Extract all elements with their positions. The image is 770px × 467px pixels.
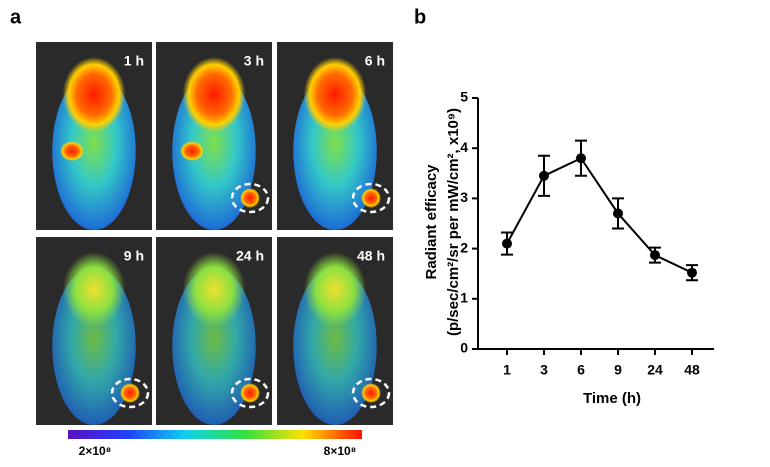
- x-tick-label: 1: [503, 362, 511, 378]
- mouse-image: 1 h: [36, 42, 152, 231]
- hot-spot: [60, 141, 84, 162]
- y-tick-label: 2: [460, 239, 468, 255]
- tumor-signal: [361, 188, 381, 208]
- tumor-outline: [230, 182, 270, 214]
- x-tick-label: 6: [577, 362, 585, 378]
- mouse-head: [62, 57, 126, 133]
- y-tick-label: 1: [460, 290, 468, 306]
- colorbar-label: 8×10⁸: [324, 444, 357, 458]
- tumor-outline: [230, 377, 270, 409]
- mouse-image: 24 h: [156, 237, 272, 425]
- marker: [687, 267, 697, 278]
- panel-label: a: [10, 6, 22, 28]
- y-tick-label: 3: [460, 189, 468, 205]
- x-axis-label: Time (h): [583, 390, 641, 407]
- mouse-head: [303, 252, 367, 328]
- time-label: 6 h: [365, 53, 385, 69]
- y-tick-label: 5: [460, 89, 468, 105]
- line: [506, 156, 693, 274]
- marker: [539, 170, 549, 181]
- tumor-signal: [120, 383, 140, 403]
- panel-label: b: [414, 6, 426, 28]
- y-tick-label: 4: [460, 139, 468, 155]
- colorbar-label: 2×10⁸: [79, 444, 112, 458]
- mouse-head: [303, 57, 367, 133]
- tumor-outline: [110, 377, 150, 409]
- tumor-signal: [240, 188, 260, 208]
- marker: [613, 208, 623, 219]
- tumor-outline: [351, 182, 391, 214]
- mouse-image: 48 h: [277, 237, 393, 425]
- marker: [576, 153, 586, 164]
- mouse-head: [182, 252, 246, 328]
- time-label: 1 h: [124, 53, 144, 69]
- marker: [502, 238, 512, 249]
- x-tick-label: 24: [647, 362, 663, 378]
- tumor-outline: [351, 377, 391, 409]
- hot-spot: [180, 141, 204, 162]
- time-label: 3 h: [244, 53, 264, 69]
- tumor-signal: [361, 383, 381, 403]
- x-tick-label: 9: [614, 362, 622, 378]
- tumor-signal: [240, 383, 260, 403]
- mouse-head: [182, 57, 246, 133]
- mouse-head: [62, 252, 126, 328]
- y-axis-label: Radiant efficacy: [423, 164, 440, 280]
- marker: [650, 250, 660, 261]
- mouse-image: 9 h: [36, 237, 152, 425]
- mouse-image: 3 h: [156, 42, 272, 231]
- colorbar: [68, 430, 362, 439]
- x-tick-label: 48: [684, 362, 700, 378]
- mouse-image: 6 h: [277, 42, 393, 231]
- time-label: 24 h: [236, 248, 264, 264]
- time-label: 48 h: [357, 248, 385, 264]
- y-tick-label: 0: [460, 340, 468, 356]
- y-axis-label: (p/sec/cm²/sr per mW/cm², x10⁹): [445, 108, 462, 336]
- time-label: 9 h: [124, 248, 144, 264]
- x-tick-label: 3: [540, 362, 548, 378]
